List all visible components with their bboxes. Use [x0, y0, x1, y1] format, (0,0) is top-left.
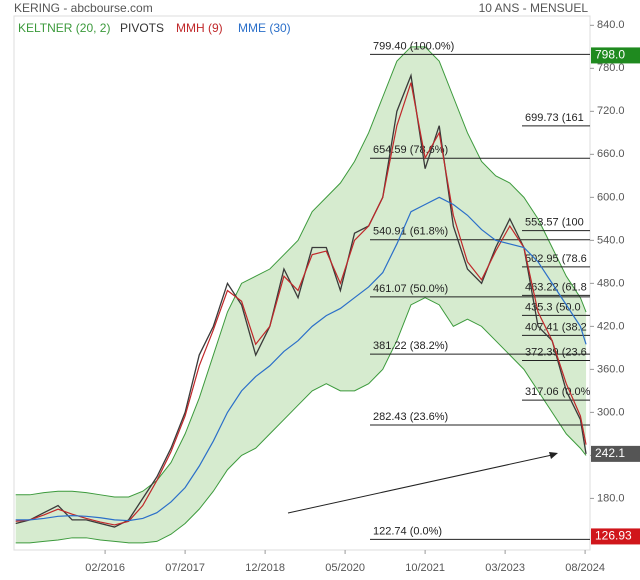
legend-item: KELTNER (20, 2) [18, 21, 110, 35]
legend-item: PIVOTS [120, 21, 164, 35]
pivot-label: 799.40 (100.0%) [373, 40, 454, 52]
pivot-label: 502.95 (78.6 [525, 253, 587, 265]
series-line [15, 196, 587, 522]
price-badge [591, 445, 640, 462]
legend-item: MMH (9) [176, 21, 223, 35]
y-tick-label: 780.0 [597, 62, 625, 74]
x-tick-label: 03/2023 [485, 562, 525, 574]
keltner-lower [15, 297, 587, 544]
price-badge-label: 242.1 [595, 446, 625, 460]
y-tick-label: 540.0 [597, 234, 625, 246]
y-tick-label: 840.0 [597, 19, 625, 31]
x-tick-label: 05/2020 [325, 562, 365, 574]
chart-title: KERING - abcbourse.com [14, 1, 153, 15]
y-tick-label: 180.0 [597, 492, 625, 504]
pivot-label: 435.3 (50.0 [525, 301, 581, 313]
pivot-label: 381.22 (38.2%) [373, 340, 448, 352]
y-tick-label: 480.0 [597, 277, 625, 289]
y-tick-label: 720.0 [597, 105, 625, 117]
pivot-label: 317.06 (0.0%) [525, 386, 594, 398]
pivot-label: 699.73 (161 [525, 112, 584, 124]
arrow-head [549, 452, 558, 459]
y-tick-label: 660.0 [597, 148, 625, 160]
pivot-label: 407.41 (38.2 [525, 321, 587, 333]
x-tick-label: 08/2024 [565, 562, 605, 574]
y-tick-label: 600.0 [597, 191, 625, 203]
x-tick-label: 02/2016 [85, 562, 125, 574]
price-badge-label: 126.93 [595, 529, 632, 543]
pivot-label: 553.57 (100 [525, 217, 584, 229]
plot-area: 799.40 (100.0%) 654.59 (78.6%) 540.91 (61.… [15, 40, 594, 544]
price-badge [591, 528, 640, 545]
pivot-label: 282.43 (23.6%) [373, 411, 448, 423]
pivot-label: 122.74 (0.0%) [373, 525, 442, 537]
x-tick-label: 12/2018 [245, 562, 285, 574]
x-tick-label: 10/2021 [405, 562, 445, 574]
y-tick-label: 300.0 [597, 406, 625, 418]
chart-subtitle: 10 ANS - MENSUEL [479, 1, 589, 15]
y-tick-label: 420.0 [597, 320, 625, 332]
pivot-label: 540.91 (61.8%) [373, 226, 448, 238]
series-line [15, 82, 587, 526]
pivot-label: 654.59 (78.6%) [373, 144, 448, 156]
price-badge [591, 47, 640, 64]
annotation-arrow [287, 454, 553, 514]
keltner-band [15, 46, 587, 543]
pivot-label: 461.07 (50.0%) [373, 283, 448, 295]
pivot-label: 463.22 (61.8 [525, 281, 587, 293]
x-tick-label: 07/2017 [165, 562, 205, 574]
y-tick-label: 360.0 [597, 363, 625, 375]
price-badge-label: 798.0 [595, 48, 625, 62]
legend-item: MME (30) [238, 21, 291, 35]
keltner-upper [15, 46, 587, 498]
